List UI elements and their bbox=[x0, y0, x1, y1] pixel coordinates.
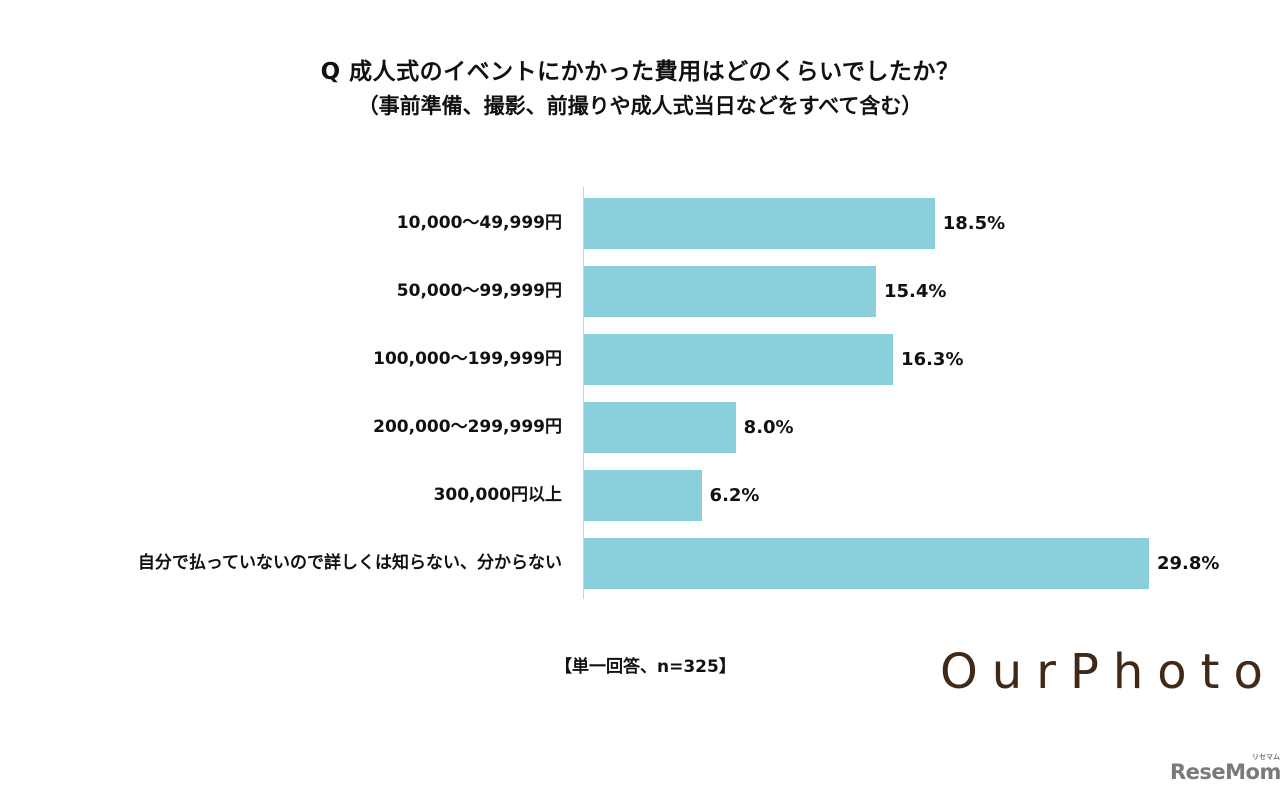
category-label: 300,000円以上 bbox=[433, 485, 562, 505]
category-label: 100,000〜199,999円 bbox=[373, 349, 562, 369]
value-label: 18.5% bbox=[942, 213, 1006, 234]
value-label: 8.0% bbox=[743, 417, 794, 438]
category-label: 10,000〜49,999円 bbox=[396, 213, 562, 233]
bar bbox=[584, 402, 736, 453]
chart-row: 50,000〜99,999円 15.4% bbox=[0, 266, 1280, 317]
sample-note: 【単一回答、n=325】 bbox=[555, 657, 736, 677]
category-label: 200,000〜299,999円 bbox=[373, 417, 562, 437]
bar bbox=[584, 334, 894, 385]
chart-subtitle: （事前準備、撮影、前撮りや成人式当日などをすべて含む） bbox=[357, 94, 923, 118]
category-label: 自分で払っていないので詳しくは知らない、分からない bbox=[137, 553, 562, 573]
value-label: 15.4% bbox=[883, 281, 947, 302]
value-label: 29.8% bbox=[1157, 553, 1220, 574]
chart-title: Q 成人式のイベントにかかった費用はどのくらいでしたか？ bbox=[320, 59, 960, 85]
chart-row: 自分で払っていないので詳しくは知らない、分からない 29.8% bbox=[0, 538, 1280, 589]
resemom-logo: ReseMom リセマム bbox=[1170, 753, 1280, 784]
chart-row: 100,000〜199,999円 16.3% bbox=[0, 334, 1280, 385]
value-label: 16.3% bbox=[901, 349, 964, 370]
bar bbox=[584, 470, 702, 521]
chart-row: 10,000〜49,999円 18.5% bbox=[0, 198, 1280, 249]
value-label: 6.2% bbox=[709, 485, 760, 506]
bar bbox=[584, 198, 935, 249]
chart-row: 300,000円以上 6.2% bbox=[0, 470, 1280, 521]
resemom-logo-text: ReseMom bbox=[1170, 760, 1280, 784]
ourphoto-logo: OurPhoto bbox=[940, 644, 1277, 700]
bar bbox=[584, 538, 1149, 589]
chart-row: 200,000〜299,999円 8.0% bbox=[0, 402, 1280, 453]
y-axis-line bbox=[583, 187, 584, 599]
resemom-logo-ruby: リセマム bbox=[1252, 753, 1280, 761]
bar bbox=[584, 266, 876, 317]
category-label: 50,000〜99,999円 bbox=[396, 281, 562, 301]
